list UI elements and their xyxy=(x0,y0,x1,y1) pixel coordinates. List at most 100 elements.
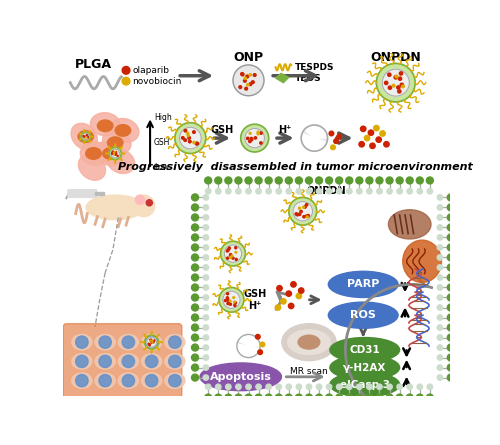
Circle shape xyxy=(289,198,316,225)
Circle shape xyxy=(192,234,198,241)
Circle shape xyxy=(204,177,212,184)
Circle shape xyxy=(122,77,130,85)
Circle shape xyxy=(416,394,424,401)
Ellipse shape xyxy=(402,240,442,283)
Circle shape xyxy=(356,384,362,389)
Circle shape xyxy=(76,375,88,387)
Circle shape xyxy=(192,254,198,261)
Circle shape xyxy=(374,125,379,131)
Circle shape xyxy=(427,189,432,194)
Circle shape xyxy=(146,355,158,368)
Circle shape xyxy=(416,177,424,184)
Circle shape xyxy=(254,74,256,77)
Circle shape xyxy=(249,132,251,134)
Circle shape xyxy=(266,189,272,194)
Wedge shape xyxy=(301,134,327,151)
Ellipse shape xyxy=(165,354,185,369)
Circle shape xyxy=(396,86,400,89)
Circle shape xyxy=(448,354,454,361)
Circle shape xyxy=(206,384,211,389)
Circle shape xyxy=(203,215,208,220)
Circle shape xyxy=(346,177,352,184)
Circle shape xyxy=(146,336,158,348)
Circle shape xyxy=(244,79,246,82)
Circle shape xyxy=(448,284,454,291)
Circle shape xyxy=(370,143,375,149)
Circle shape xyxy=(277,286,282,291)
Circle shape xyxy=(368,130,374,135)
Circle shape xyxy=(437,295,442,300)
Circle shape xyxy=(397,384,402,389)
Circle shape xyxy=(437,225,442,230)
Circle shape xyxy=(417,384,422,389)
Circle shape xyxy=(230,300,231,302)
Ellipse shape xyxy=(142,354,162,369)
Ellipse shape xyxy=(142,335,162,350)
Circle shape xyxy=(336,177,342,184)
Circle shape xyxy=(192,374,198,381)
Ellipse shape xyxy=(78,154,106,180)
Circle shape xyxy=(203,365,208,370)
Circle shape xyxy=(448,254,454,261)
Circle shape xyxy=(150,340,151,341)
Circle shape xyxy=(260,342,265,347)
FancyBboxPatch shape xyxy=(64,324,182,397)
Circle shape xyxy=(203,245,208,250)
Circle shape xyxy=(144,335,158,349)
Circle shape xyxy=(254,137,256,139)
Circle shape xyxy=(382,69,409,96)
Circle shape xyxy=(346,384,352,389)
Circle shape xyxy=(85,138,86,139)
Text: olaparib: olaparib xyxy=(132,66,169,75)
Circle shape xyxy=(296,189,302,194)
Circle shape xyxy=(395,75,398,78)
Ellipse shape xyxy=(115,125,130,136)
Circle shape xyxy=(426,177,434,184)
Circle shape xyxy=(219,287,244,312)
Circle shape xyxy=(298,213,301,215)
Circle shape xyxy=(225,177,232,184)
Ellipse shape xyxy=(165,373,185,388)
Circle shape xyxy=(396,394,403,401)
Text: H⁺: H⁺ xyxy=(278,125,291,135)
Circle shape xyxy=(114,151,116,152)
Circle shape xyxy=(246,137,249,140)
Text: γ-H2AX: γ-H2AX xyxy=(343,363,386,372)
Text: GSH: GSH xyxy=(154,138,170,147)
Circle shape xyxy=(230,255,232,257)
Circle shape xyxy=(437,195,442,200)
Bar xyxy=(95,192,104,195)
Circle shape xyxy=(437,375,442,380)
Circle shape xyxy=(188,137,190,139)
Ellipse shape xyxy=(282,324,336,360)
Circle shape xyxy=(336,384,342,389)
Text: Low: Low xyxy=(154,163,169,172)
Circle shape xyxy=(84,136,85,137)
Circle shape xyxy=(376,137,382,142)
Circle shape xyxy=(306,189,312,194)
Circle shape xyxy=(122,66,130,74)
Text: GSH
H⁺: GSH H⁺ xyxy=(243,289,266,311)
Circle shape xyxy=(260,142,262,144)
Circle shape xyxy=(306,215,308,217)
Circle shape xyxy=(203,275,208,280)
Circle shape xyxy=(392,85,395,87)
Circle shape xyxy=(192,284,198,291)
Circle shape xyxy=(86,135,87,136)
Circle shape xyxy=(377,384,382,389)
Circle shape xyxy=(387,384,392,389)
Circle shape xyxy=(146,200,152,206)
Circle shape xyxy=(203,305,208,310)
Circle shape xyxy=(437,265,442,270)
Circle shape xyxy=(448,264,454,271)
Circle shape xyxy=(257,133,259,135)
Circle shape xyxy=(400,72,402,75)
Circle shape xyxy=(280,299,286,304)
Circle shape xyxy=(154,340,155,341)
Wedge shape xyxy=(304,125,328,138)
Circle shape xyxy=(152,342,153,343)
Ellipse shape xyxy=(95,373,115,388)
Circle shape xyxy=(258,350,262,355)
Circle shape xyxy=(230,303,232,305)
Circle shape xyxy=(215,394,222,401)
